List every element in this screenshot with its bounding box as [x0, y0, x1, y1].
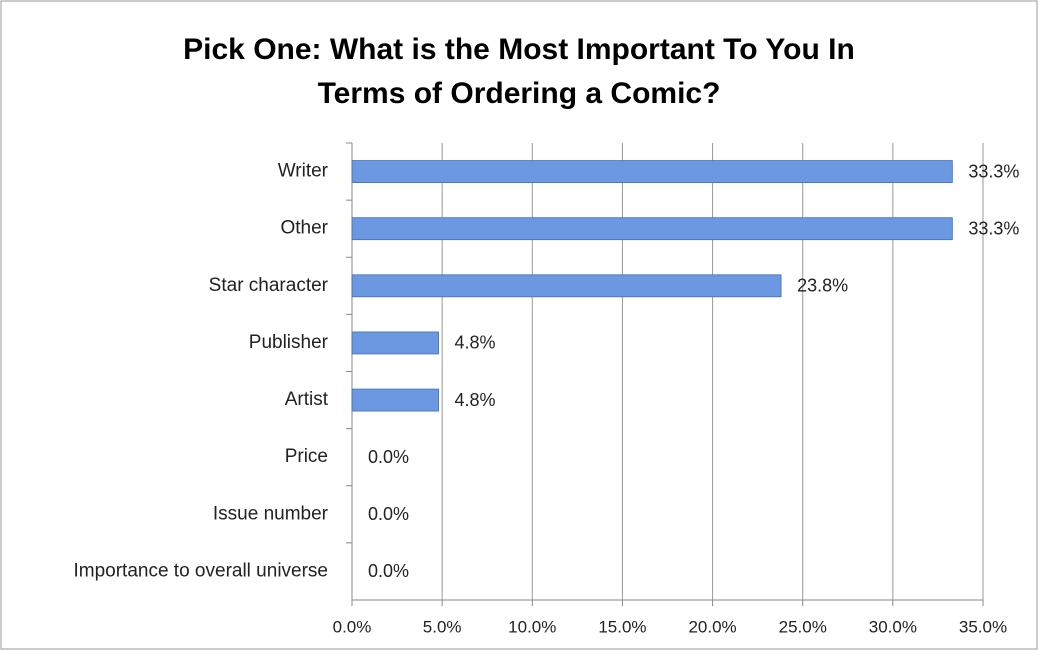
y-tick-label: Price	[285, 446, 328, 467]
value-label: 23.8%	[797, 276, 848, 296]
value-label: 0.0%	[368, 561, 409, 581]
value-label: 33.3%	[968, 218, 1019, 238]
value-label: 0.0%	[368, 504, 409, 524]
x-tick-label: 5.0%	[423, 617, 462, 636]
y-tick-label: Star character	[209, 275, 329, 296]
value-label: 4.8%	[455, 390, 496, 410]
value-label: 4.8%	[455, 333, 496, 353]
y-tick-label: Publisher	[249, 332, 329, 353]
x-tick-label: 10.0%	[508, 617, 556, 636]
bar	[351, 388, 439, 412]
value-label: 0.0%	[368, 447, 409, 467]
bar	[351, 217, 953, 241]
y-tick-label: Importance to overall universe	[73, 560, 328, 581]
y-tick-label: Other	[280, 218, 328, 239]
x-tick-label: 15.0%	[598, 617, 646, 636]
x-tick-label: 30.0%	[869, 617, 917, 636]
bar	[351, 331, 439, 355]
y-tick-label: Issue number	[213, 503, 329, 524]
bar	[351, 160, 953, 183]
x-tick-label: 35.0%	[959, 617, 1007, 636]
x-tick-label: 20.0%	[688, 617, 736, 636]
y-tick-label: Writer	[278, 161, 329, 182]
title-box: Pick One: What is the Most Important To …	[0, 28, 1038, 116]
y-tick-label: Artist	[285, 389, 329, 410]
chart-title: Pick One: What is the Most Important To …	[183, 33, 855, 110]
x-tick-label: 0.0%	[333, 617, 372, 636]
bar	[351, 274, 782, 298]
value-label: 33.3%	[968, 161, 1019, 181]
x-tick-label: 25.0%	[779, 617, 827, 636]
